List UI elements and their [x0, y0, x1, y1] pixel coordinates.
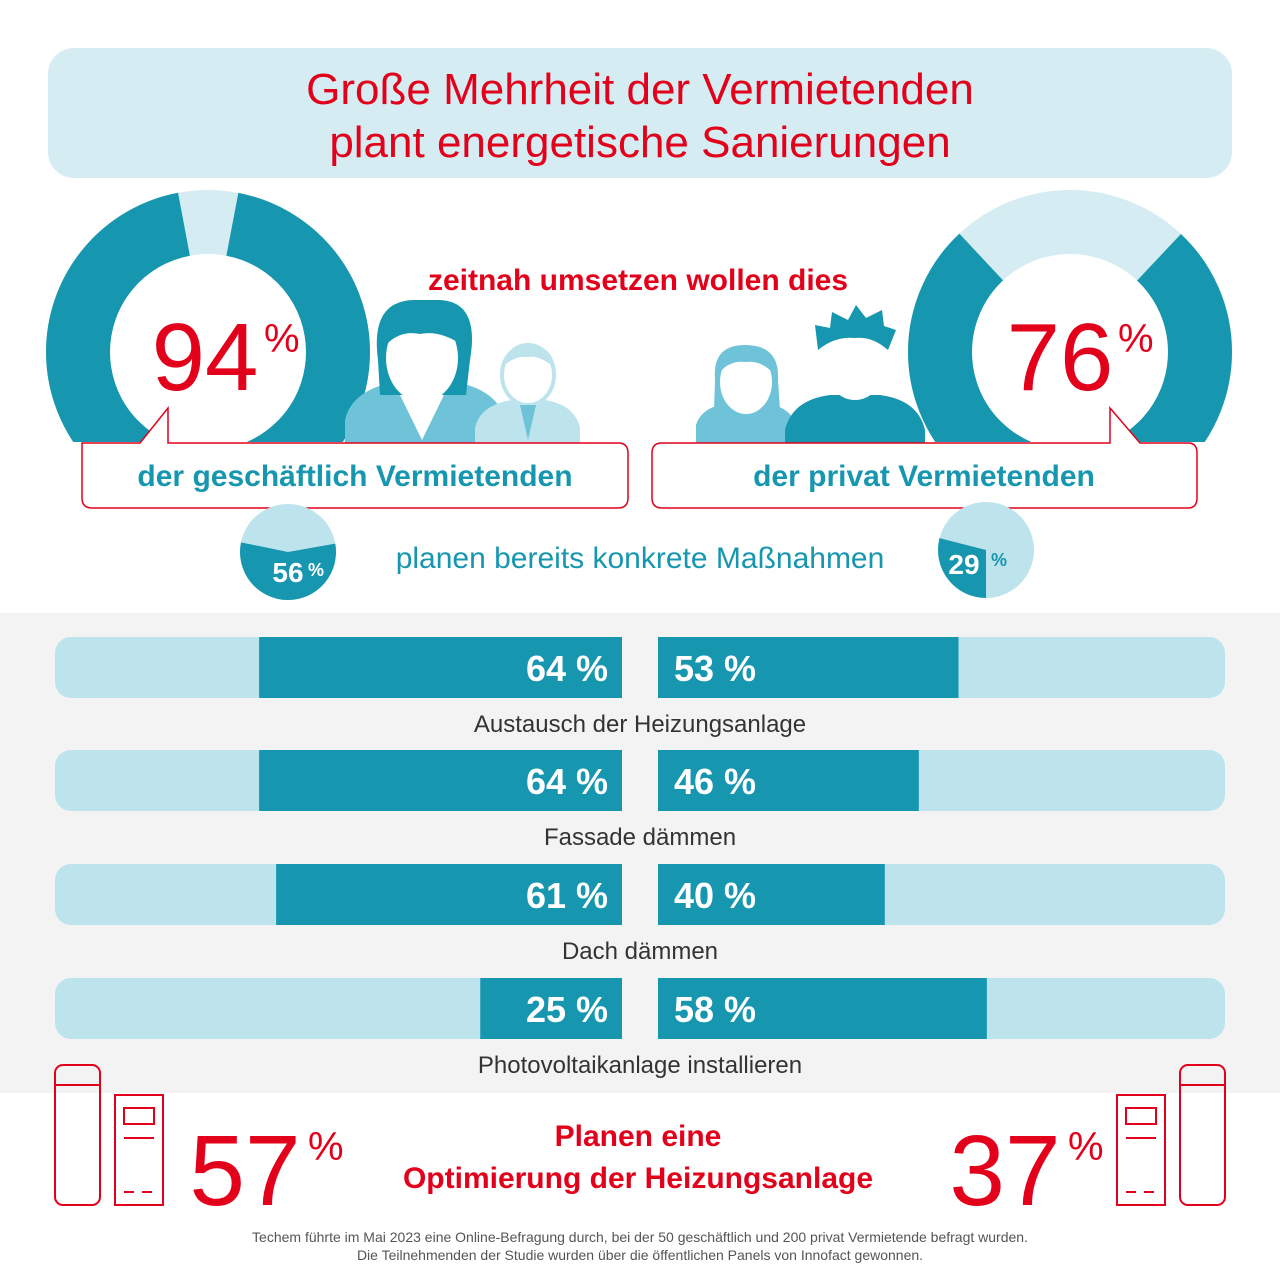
- pie-right-value: 29: [948, 549, 979, 580]
- right-label: der privat Vermietenden: [753, 460, 1095, 493]
- bar-right-value: [658, 750, 919, 811]
- bar-left-value: [259, 750, 622, 811]
- bar-left-label: 61 %: [526, 875, 608, 916]
- bottom-right-percent: 37: [949, 1115, 1060, 1227]
- concrete-text: planen bereits konkrete Maßnahmen: [396, 542, 885, 575]
- bar-right-value: [658, 637, 959, 698]
- title-banner: [48, 48, 1232, 178]
- bar-left-value: [276, 864, 622, 925]
- bar-right-value: [658, 864, 885, 925]
- title-line-1: Große Mehrheit der Vermietenden: [306, 65, 974, 114]
- bar-left-label: 25 %: [526, 989, 608, 1030]
- bar-right-label: 53 %: [674, 648, 756, 689]
- donut-left: [46, 190, 370, 442]
- donut-right-value: [908, 190, 1232, 442]
- bottom-line-2: Optimierung der Heizungsanlage: [403, 1162, 873, 1195]
- bar-chart: 64 % 53 % Austausch der Heizungsanlage 64 %…: [55, 636, 1225, 1079]
- private-woman-icon: [696, 345, 796, 445]
- bar-category-label: Dach dämmen: [562, 938, 718, 965]
- business-woman-icon: [345, 300, 505, 445]
- bar-left-label: 64 %: [526, 761, 608, 802]
- bottom-line-1: Planen eine: [555, 1120, 722, 1153]
- bar-gap: [622, 636, 658, 699]
- right-label-box: [651, 405, 1198, 509]
- left-label: der geschäftlich Vermietenden: [137, 460, 572, 493]
- bottom-right-sign: %: [1068, 1125, 1104, 1169]
- private-man-icon: [785, 305, 925, 445]
- pie-right-concrete: [938, 502, 1034, 598]
- bar-gap: [622, 749, 658, 812]
- bar-left-value: [480, 978, 622, 1039]
- bar-category-label: Austausch der Heizungsanlage: [474, 711, 806, 738]
- left-label-box: [81, 405, 629, 509]
- left-percent: 94: [152, 304, 259, 411]
- right-percent: 76: [1007, 304, 1114, 411]
- bar-gap: [622, 863, 658, 926]
- footnote-line-2: Die Teilnehmenden der Studie wurden über…: [357, 1247, 923, 1263]
- bar-gap: [622, 977, 658, 1040]
- pie-right-sign: %: [991, 550, 1007, 570]
- right-percent-sign: %: [1118, 317, 1154, 361]
- title-line-2: plant energetische Sanierungen: [329, 118, 950, 167]
- bottom-left-sign: %: [308, 1125, 344, 1169]
- bar-right-label: 40 %: [674, 875, 756, 916]
- bar-left-value: [259, 637, 622, 698]
- business-man-icon: [475, 343, 580, 445]
- left-percent-sign: %: [264, 317, 300, 361]
- bar-right-label: 46 %: [674, 761, 756, 802]
- bar-category-label: Photovoltaikanlage installieren: [478, 1052, 802, 1079]
- headline-mid: zeitnah umsetzen wollen dies: [428, 264, 848, 297]
- heater-left-icon: [54, 1064, 164, 1206]
- pie-left-concrete: [240, 504, 336, 600]
- heater-right-icon: [1116, 1064, 1226, 1206]
- bar-right-label: 58 %: [674, 989, 756, 1030]
- footnote-line-1: Techem führte im Mai 2023 eine Online-Be…: [252, 1229, 1028, 1245]
- donut-right: [908, 190, 1232, 442]
- pie-left-value: 56: [272, 557, 303, 588]
- bar-right-value: [658, 978, 987, 1039]
- bottom-left-percent: 57: [189, 1115, 300, 1227]
- bar-category-label: Fassade dämmen: [544, 824, 736, 851]
- donut-left-value: [46, 190, 370, 442]
- bar-left-label: 64 %: [526, 648, 608, 689]
- pie-left-sign: %: [308, 560, 324, 580]
